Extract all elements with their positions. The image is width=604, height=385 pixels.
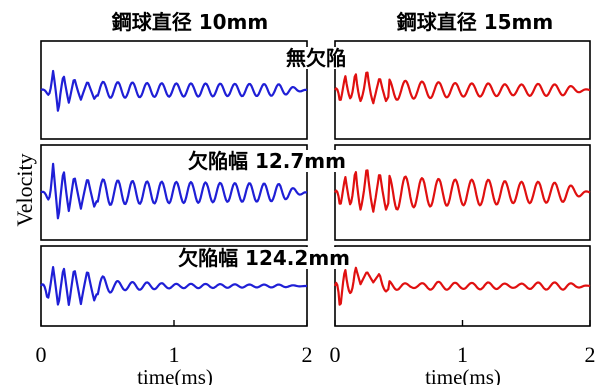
row-label-defect-12-7: 欠陥幅 12.7mm	[188, 149, 346, 173]
panel-frame	[334, 40, 591, 140]
y-axis-label: Velocity	[12, 153, 37, 226]
velocity-trace	[40, 266, 307, 306]
velocity-trace	[40, 69, 308, 112]
trace-layer	[40, 69, 591, 306]
x-axis-label-left: time(ms)	[137, 365, 213, 385]
velocity-trace	[334, 169, 591, 213]
velocity-trace	[334, 71, 591, 105]
velocity-trace	[40, 162, 308, 220]
column-title-right: 鋼球直径 15mm	[397, 10, 553, 34]
column-title-left: 鋼球直径 10mm	[112, 10, 268, 34]
x-tick-label: 1	[457, 342, 468, 367]
row-label-backing	[185, 150, 349, 172]
row-label-backing	[283, 47, 349, 69]
row-label-defect-124-2: 欠陥幅 124.2mm	[178, 246, 350, 270]
x-axis-label-right: time(ms)	[425, 365, 501, 385]
x-tick-label: 0	[330, 342, 341, 367]
panel-frame	[334, 144, 591, 241]
x-tick-label: 0	[36, 342, 47, 367]
x-tick-label: 2	[302, 342, 313, 367]
row-label-no-defect: 無欠陥	[286, 46, 346, 70]
row-label-backing	[175, 247, 353, 269]
x-tick-label: 2	[585, 342, 596, 367]
velocity-trace	[333, 266, 591, 306]
x-tick-label: 1	[169, 342, 180, 367]
